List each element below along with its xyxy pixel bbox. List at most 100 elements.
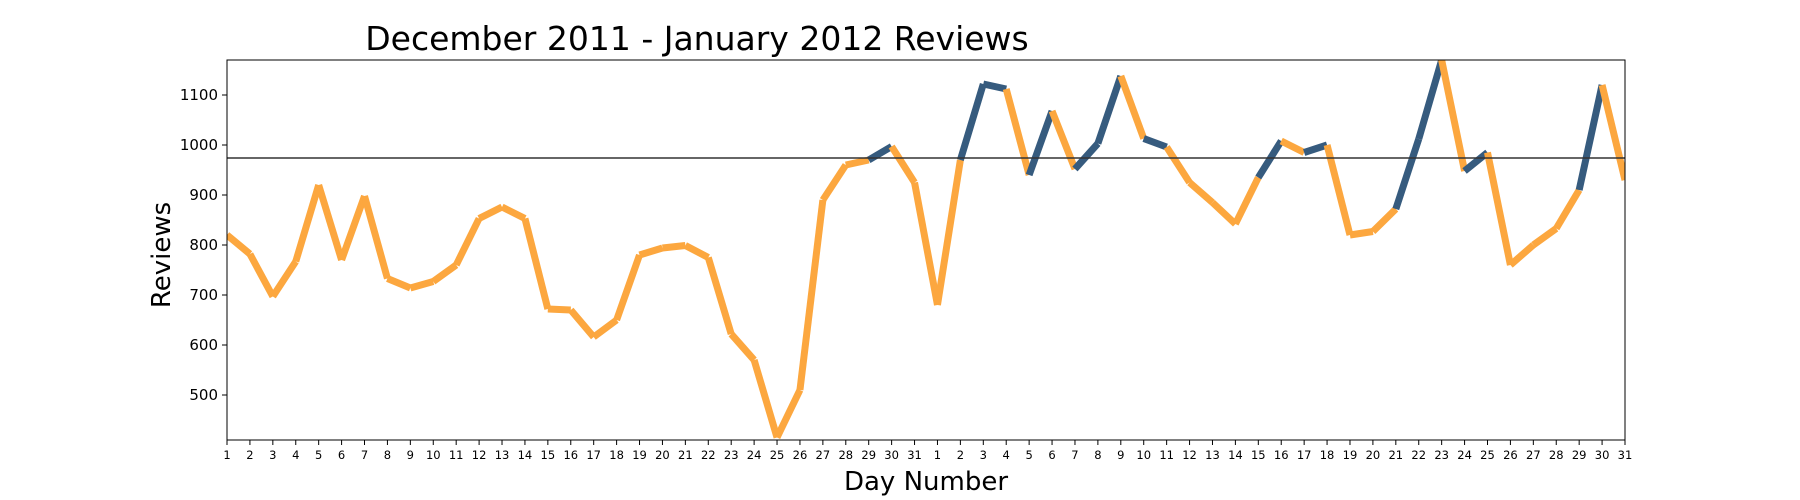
series-segment [1117,74,1148,140]
x-tick-label: 12 [1182,448,1197,462]
x-tick-label: 28 [838,448,853,462]
x-tick-label: 22 [701,448,716,462]
series-segment [1531,225,1559,248]
x-tick-label: 21 [1388,448,1403,462]
x-tick-label: 7 [1071,448,1078,462]
series-segment [453,216,483,267]
plot-frame [226,59,1626,441]
x-tick-label: 4 [292,448,299,462]
x-tick-label: 8 [1094,448,1101,462]
x-tick-label: 15 [1251,448,1266,462]
x-tick-label: 14 [1228,448,1243,462]
y-tick-label: 1000 [180,136,218,154]
series-segment [773,388,804,440]
x-tick-label: 9 [1117,448,1124,462]
x-tick-label: 15 [541,448,556,462]
series-segment [568,307,597,340]
series-segment [1415,60,1446,140]
series-segment [1349,228,1374,239]
x-tick-label: 30 [1595,448,1610,462]
series-segment [683,242,710,261]
series-segment [500,203,527,222]
series-segment [1323,144,1354,236]
series-segment [1575,84,1606,191]
series-segment [888,144,918,185]
series-segment [292,183,323,263]
x-tick-label: 28 [1549,448,1564,462]
series-segment [934,159,964,306]
x-tick-label: 26 [1503,448,1518,462]
series-segment [1598,84,1625,181]
x-tick-label: 2 [957,448,964,462]
x-tick-label: 11 [449,448,464,462]
x-tick-label: 22 [1411,448,1426,462]
x-tick-label: 21 [678,448,693,462]
series-segment [409,278,435,292]
x-tick-label: 18 [609,448,624,462]
series-segment [1002,88,1033,176]
series-segment [1048,109,1079,171]
x-tick-label: 5 [1025,448,1032,462]
x-tick-label: 18 [1320,448,1335,462]
x-tick-label: 6 [338,448,345,462]
x-tick-label: 4 [1003,448,1010,462]
series-segment [361,195,391,280]
series-segment [1187,179,1215,206]
series-line-group [227,60,1625,440]
x-tick-label: 10 [426,448,441,462]
series-segment [591,317,619,340]
x-tick-label: 3 [269,448,276,462]
x-tick-label: 20 [1366,448,1381,462]
series-segment [431,262,459,285]
x-tick-label: 17 [586,448,601,462]
x-tick-label: 19 [632,448,647,462]
x-tick-label: 3 [980,448,987,462]
series-segment [845,156,870,169]
series-segment [227,232,253,257]
series-segment [911,181,941,306]
series-segment [521,217,552,310]
series-segment [1072,141,1101,172]
series-segment [796,199,827,391]
series-segment [315,183,345,262]
y-tick-label: 700 [189,286,218,304]
series-segment [547,305,571,314]
x-tick-label: 10 [1136,448,1151,462]
x-tick-label: 29 [1572,448,1587,462]
y-tick-label: 500 [189,386,218,404]
series-segment [1392,137,1423,211]
x-tick-label: 17 [1297,448,1312,462]
series-segment [613,253,643,322]
series-segment [246,252,276,299]
series-segment [1484,151,1514,266]
x-tick-label: 24 [747,448,762,462]
x-tick-label: 26 [793,448,808,462]
x-tick-label: 29 [861,448,876,462]
x-tick-label: 31 [907,448,922,462]
x-tick-label: 7 [361,448,368,462]
x-tick-label: 19 [1343,448,1358,462]
x-tick-label: 25 [1480,448,1495,462]
x-tick-label: 1 [934,448,941,462]
series-segment [1553,188,1583,231]
series-segment [704,256,735,336]
x-tick-label: 30 [884,448,899,462]
series-segment [957,82,987,162]
series-segment [728,331,757,363]
series-segment [1438,60,1469,172]
x-tick-label: 6 [1048,448,1055,462]
series-segment [1163,145,1193,185]
x-tick-label: 27 [816,448,831,462]
x-tick-label: 27 [1526,448,1541,462]
x-tick-label: 13 [495,448,510,462]
series-segment [1303,141,1329,156]
series-segment [1255,139,1285,180]
series-segment [1210,199,1238,227]
chart-title: December 2011 - January 2012 Reviews [365,19,1028,58]
x-tick-label: 23 [1434,448,1449,462]
series-segment [1279,137,1306,156]
x-tick-label: 11 [1159,448,1174,462]
x-tick-label: 9 [407,448,414,462]
x-tick-label: 13 [1205,448,1220,462]
